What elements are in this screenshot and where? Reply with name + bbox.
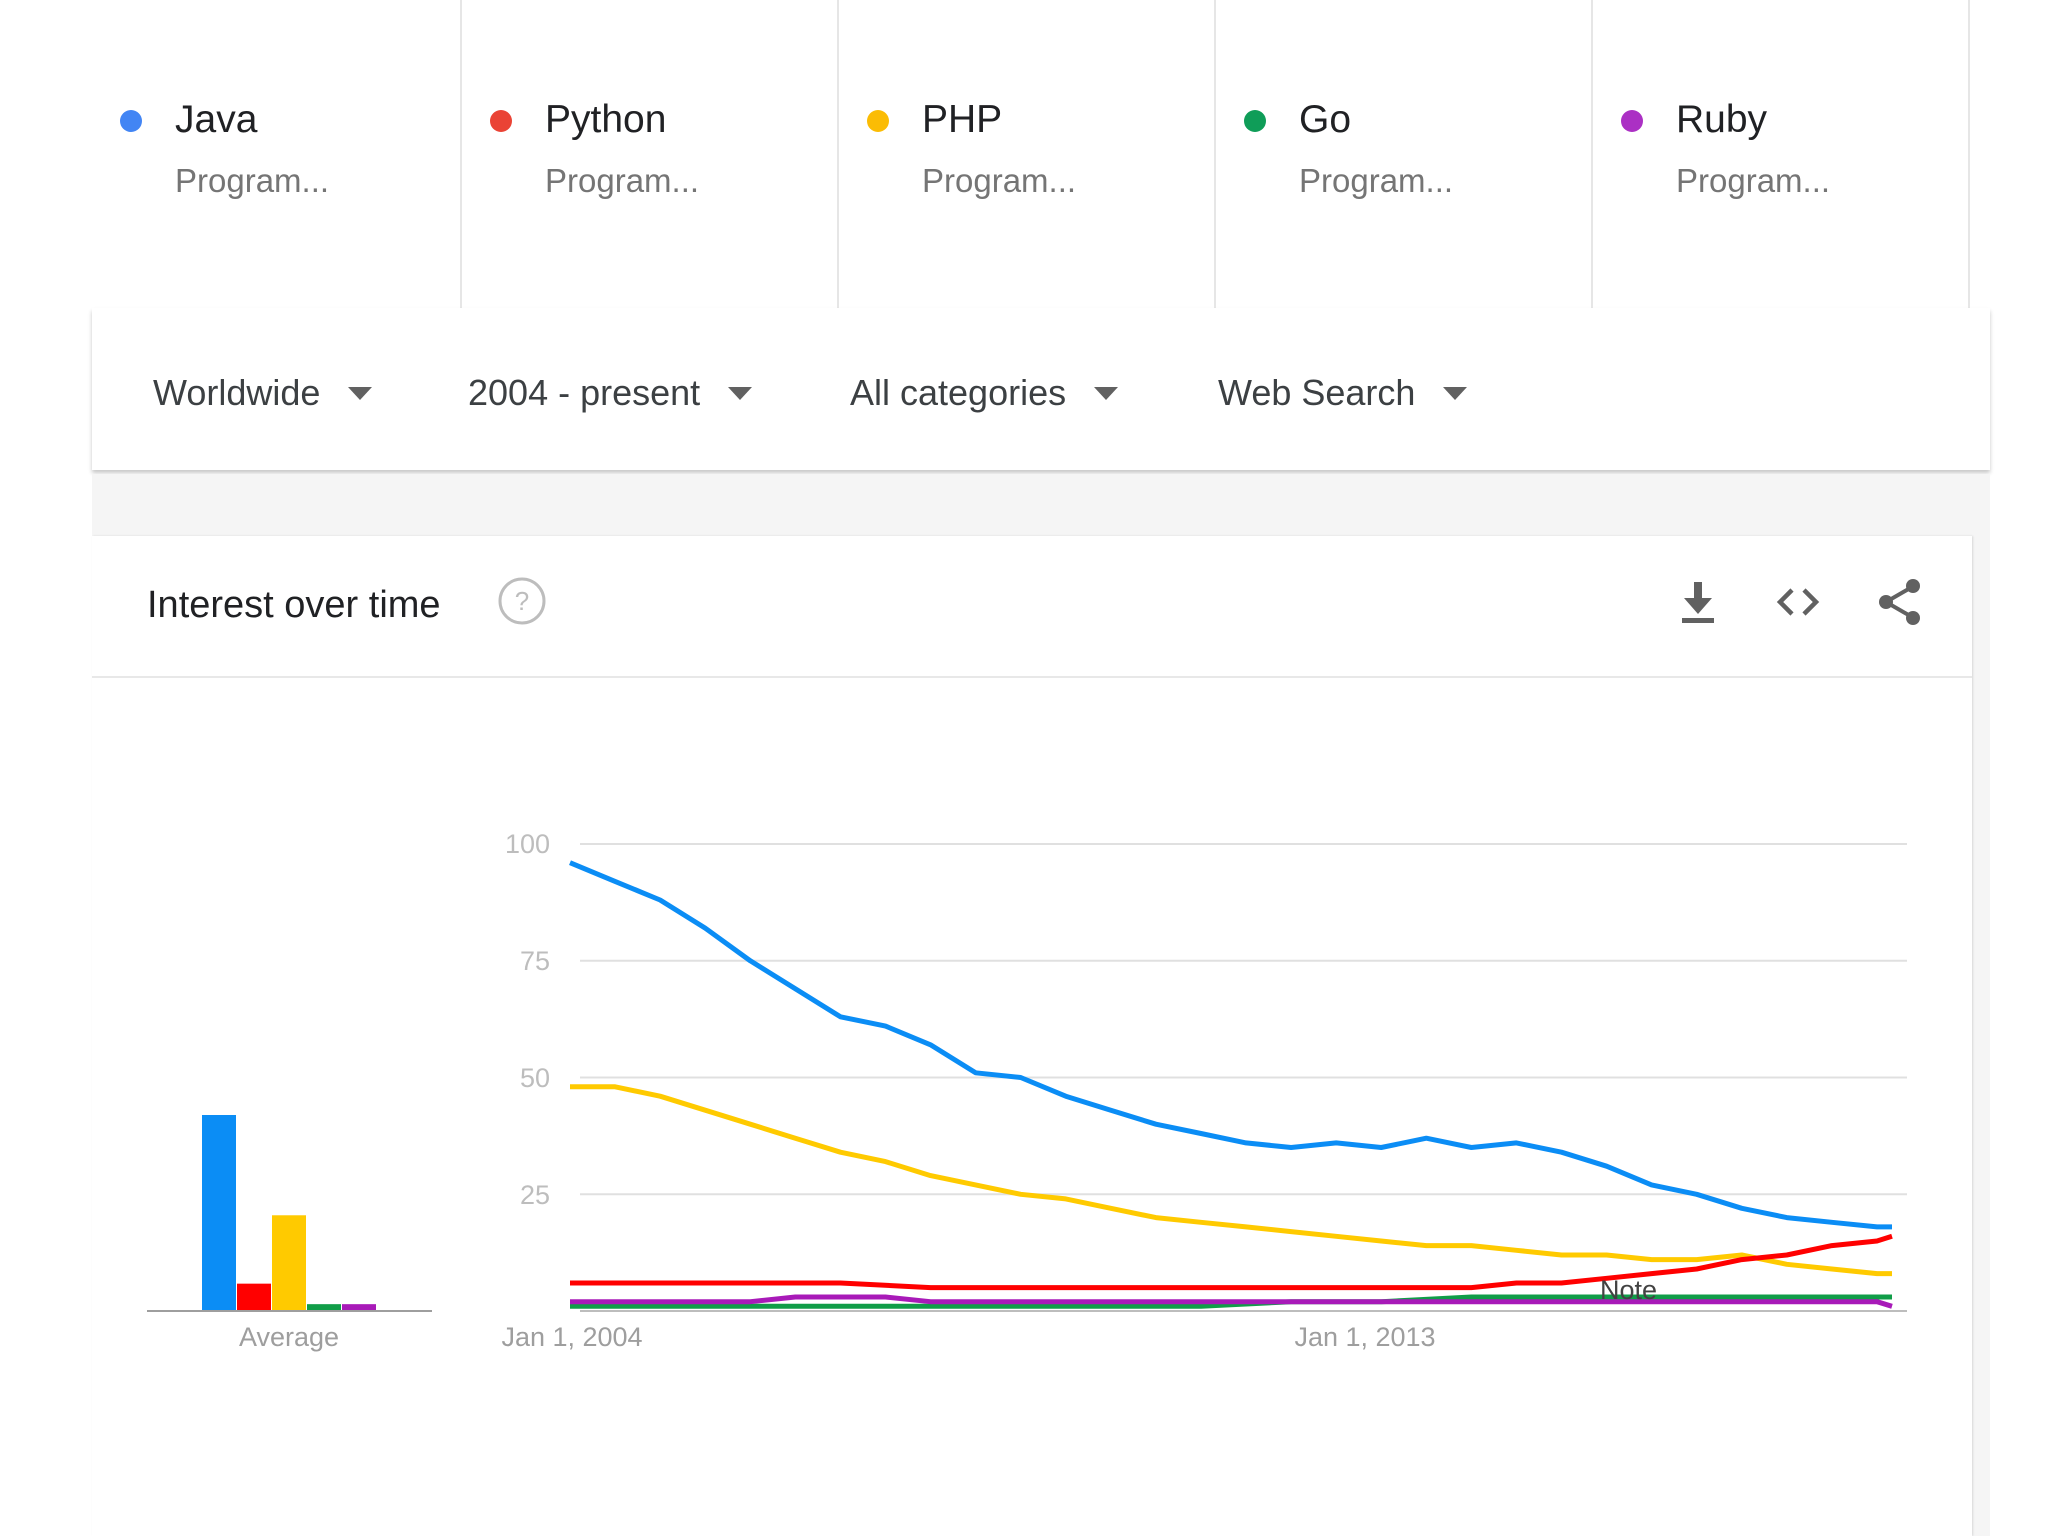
dropdown-caret-icon bbox=[728, 386, 753, 400]
series-line-python[interactable] bbox=[570, 1233, 1893, 1291]
y-tick-label: 50 bbox=[520, 1063, 550, 1093]
go-color-dot bbox=[1244, 110, 1266, 132]
help-icon[interactable]: ? bbox=[497, 576, 547, 626]
term-card-go[interactable]: Go Program... bbox=[1216, 0, 1593, 308]
download-icon[interactable] bbox=[1672, 576, 1724, 628]
python-color-dot bbox=[490, 110, 512, 132]
dropdown-caret-icon bbox=[1094, 386, 1119, 400]
search-terms-bar: Java Program... Python Program... PHP Pr… bbox=[92, 0, 1990, 310]
term-name: Ruby bbox=[1676, 98, 1768, 141]
interest-over-time-card: Interest over time ? Average 100 bbox=[92, 536, 1972, 1536]
term-card-java[interactable]: Java Program... bbox=[92, 0, 462, 308]
term-name: Python bbox=[545, 98, 667, 141]
embed-code-icon[interactable] bbox=[1772, 576, 1824, 628]
average-bar-php[interactable] bbox=[272, 1215, 306, 1311]
average-bar-ruby[interactable] bbox=[342, 1304, 376, 1311]
category-label: All categories bbox=[850, 372, 1067, 413]
interest-line-chart: 100 75 50 25 Note Jan 1, 2004 Jan 1, 201… bbox=[501, 829, 1907, 1352]
term-card-php[interactable]: PHP Program... bbox=[839, 0, 1216, 308]
term-name: Go bbox=[1299, 98, 1352, 141]
term-category: Program... bbox=[175, 162, 330, 199]
x-axis-label: Jan 1, 2013 bbox=[1294, 1322, 1435, 1352]
php-color-dot bbox=[867, 110, 889, 132]
y-tick-label: 25 bbox=[520, 1180, 550, 1210]
average-bar-go[interactable] bbox=[307, 1304, 341, 1311]
java-color-dot bbox=[120, 110, 142, 132]
filter-bar: Worldwide 2004 - present All categories … bbox=[92, 308, 1990, 470]
term-card-ruby[interactable]: Ruby Program... bbox=[1593, 0, 1970, 308]
region-dropdown[interactable]: Worldwide bbox=[153, 368, 373, 418]
series-line-java[interactable] bbox=[569, 860, 1892, 1230]
region-label: Worldwide bbox=[153, 372, 321, 413]
term-name: Java bbox=[175, 98, 258, 141]
average-bar-chart: Average bbox=[147, 1115, 432, 1352]
time-range-dropdown[interactable]: 2004 - present bbox=[468, 368, 753, 418]
series-line-ruby[interactable] bbox=[570, 1294, 1893, 1309]
share-icon[interactable] bbox=[1874, 576, 1926, 628]
average-bar-python[interactable] bbox=[237, 1283, 271, 1311]
x-axis-label: Jan 1, 2004 bbox=[501, 1322, 642, 1352]
term-name: PHP bbox=[922, 98, 1003, 141]
dropdown-caret-icon bbox=[348, 386, 373, 400]
y-tick-label: 75 bbox=[520, 946, 550, 976]
average-label: Average bbox=[239, 1322, 339, 1352]
term-category: Program... bbox=[1676, 162, 1831, 199]
category-dropdown[interactable]: All categories bbox=[850, 368, 1119, 418]
average-bar-java[interactable] bbox=[202, 1115, 236, 1311]
series-line-php[interactable] bbox=[570, 1084, 1892, 1277]
svg-text:?: ? bbox=[515, 586, 529, 616]
card-header: Interest over time ? bbox=[92, 536, 1972, 678]
term-card-python[interactable]: Python Program... bbox=[462, 0, 839, 308]
card-title: Interest over time bbox=[147, 584, 441, 626]
search-property-label: Web Search bbox=[1218, 372, 1416, 413]
term-category: Program... bbox=[1299, 162, 1454, 199]
time-range-label: 2004 - present bbox=[468, 372, 701, 413]
chart-note-annotation[interactable]: Note bbox=[1600, 1275, 1657, 1305]
y-tick-label: 100 bbox=[505, 829, 550, 859]
term-category: Program... bbox=[922, 162, 1077, 199]
ruby-color-dot bbox=[1621, 110, 1643, 132]
term-category: Program... bbox=[545, 162, 700, 199]
dropdown-caret-icon bbox=[1443, 386, 1468, 400]
search-property-dropdown[interactable]: Web Search bbox=[1218, 368, 1468, 418]
